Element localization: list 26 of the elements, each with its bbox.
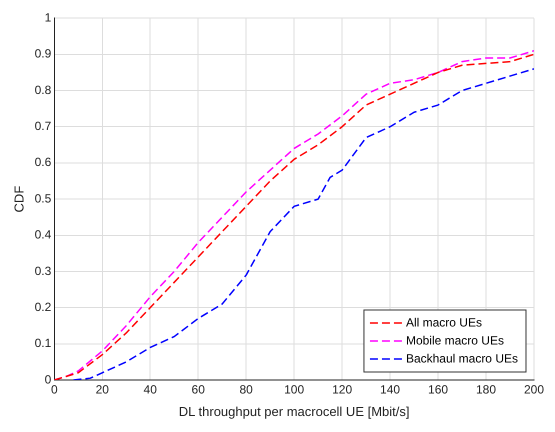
x-tick-label: 20 [96, 382, 110, 397]
y-tick-label: 0.6 [34, 155, 52, 170]
x-axis-title: DL throughput per macrocell UE [Mbit/s] [178, 404, 410, 419]
x-tick-label: 120 [332, 382, 352, 397]
y-tick-label: 0 [44, 372, 52, 386]
y-tick-label: 0.9 [34, 46, 52, 61]
y-tick-label: 0.1 [34, 336, 52, 350]
x-tick-label: 200 [524, 382, 544, 397]
y-tick-label: 0.4 [34, 228, 52, 242]
y-tick-label: 1 [44, 10, 52, 25]
legend-label: Mobile macro UEs [406, 333, 504, 348]
y-tick-label: 0.5 [34, 191, 52, 206]
y-axis-title: CDF [11, 186, 26, 212]
x-tick-label: 140 [380, 382, 400, 397]
y-tick-label: 0.3 [34, 264, 52, 278]
y-tick-label: 0.8 [34, 82, 52, 97]
legend-label: Backhaul macro UEs [406, 351, 518, 366]
x-tick-label: 100 [284, 382, 304, 397]
x-tick-label: 180 [476, 382, 496, 397]
x-tick-label: 160 [428, 382, 448, 397]
x-tick-label: 60 [192, 382, 206, 397]
y-tick-label: 0.7 [34, 119, 52, 134]
x-tick-label: 40 [144, 382, 158, 397]
y-tick-label: 0.2 [34, 300, 52, 314]
legend-label: All macro UEs [406, 315, 482, 330]
x-tick-label: 80 [239, 382, 254, 397]
